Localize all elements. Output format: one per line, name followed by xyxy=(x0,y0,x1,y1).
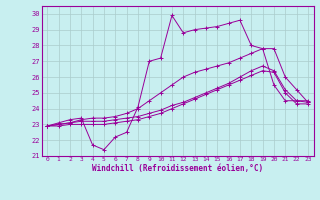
X-axis label: Windchill (Refroidissement éolien,°C): Windchill (Refroidissement éolien,°C) xyxy=(92,164,263,173)
